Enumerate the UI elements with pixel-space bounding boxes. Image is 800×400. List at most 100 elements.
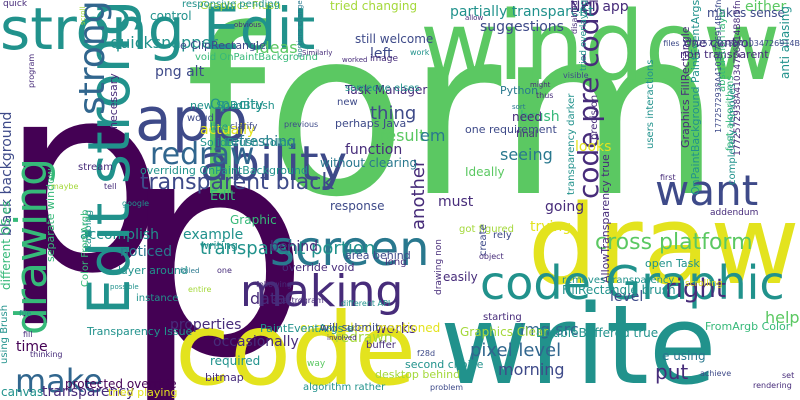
cloud-word: tried changing xyxy=(330,0,418,13)
cloud-word: actually xyxy=(200,122,256,138)
cloud-word: easily xyxy=(443,270,478,284)
cloud-word: make xyxy=(15,362,103,400)
cloud-word: entire xyxy=(188,285,212,294)
cloud-word: want xyxy=(655,166,759,215)
cloud-word: overslacked mentioned xyxy=(300,321,441,335)
cloud-word: writing xyxy=(200,239,238,252)
cloud-word: addendum xyxy=(710,208,759,218)
cloud-word: long xyxy=(385,257,407,268)
cloud-word: tried overlaying xyxy=(579,0,589,72)
cloud-word: transparent black xyxy=(140,170,335,195)
cloud-word: another xyxy=(408,159,429,230)
cloud-word: result xyxy=(380,126,426,145)
cloud-word: app xyxy=(135,85,248,155)
cloud-word: scrolling xyxy=(685,279,723,289)
cloud-word: spectrogram xyxy=(273,296,324,305)
cloud-word: form xyxy=(185,0,722,248)
cloud-word: AllowTransparency true xyxy=(599,154,612,283)
cloud-word: might xyxy=(530,81,551,89)
cloud-word: thus xyxy=(536,91,554,100)
cloud-word: new xyxy=(337,97,358,108)
cloud-word: following xyxy=(256,280,292,289)
cloud-word: different API xyxy=(341,299,391,308)
cloud-word: desktop behind xyxy=(375,368,461,381)
cloud-word: seeing xyxy=(500,145,553,164)
cloud-word: thinking xyxy=(30,350,63,359)
cloud-word: tried playing xyxy=(108,386,178,399)
cloud-word: clarify xyxy=(230,122,258,132)
cloud-word: OnPaintBackground PaintEventArgs xyxy=(689,0,702,196)
cloud-word: necessary xyxy=(107,73,120,129)
cloud-word: 1772572938A41034726914B 5fn xyxy=(714,0,723,134)
cloud-word: Edit xyxy=(210,189,236,204)
cloud-word: scroll xyxy=(79,6,87,25)
cloud-word: woud xyxy=(187,113,214,124)
cloud-word: png alt xyxy=(155,64,205,80)
cloud-word: area behind xyxy=(345,249,411,262)
cloud-word: worked xyxy=(342,56,368,64)
cloud-word: makes sense xyxy=(707,6,785,20)
cloud-word: drawing non xyxy=(434,239,444,295)
cloud-word: allow xyxy=(465,14,484,22)
cloud-word: transparent portion xyxy=(200,238,376,259)
cloud-word: cross platform xyxy=(595,230,753,255)
cloud-word: 1772572938A41034726914B8.5fn xyxy=(733,0,743,156)
cloud-word: users interactions xyxy=(645,59,656,150)
cloud-word: protected override xyxy=(65,377,177,391)
cloud-word: one requirement xyxy=(465,123,557,136)
cloud-word: stream xyxy=(78,162,114,173)
cloud-word: must xyxy=(438,194,474,210)
cloud-word: suggestions xyxy=(480,19,564,35)
cloud-word: either xyxy=(745,0,787,15)
cloud-word: disabled xyxy=(570,0,579,34)
cloud-word: required xyxy=(210,354,261,368)
cloud-word: refreshing xyxy=(225,134,296,150)
cloud-word: left xyxy=(370,46,393,62)
cloud-word: ideas xyxy=(255,38,298,57)
cloud-word: canvas xyxy=(1,385,44,399)
cloud-word: going xyxy=(545,199,585,215)
cloud-word: sort xyxy=(512,103,526,111)
cloud-word: p xyxy=(120,75,311,400)
cloud-word: quick xyxy=(3,0,28,9)
cloud-word: ability xyxy=(200,136,348,192)
cloud-word: problem xyxy=(430,383,464,392)
cloud-word: f28d xyxy=(417,349,436,358)
cloud-word: layer around xyxy=(118,264,188,277)
cloud-word: second choice xyxy=(405,358,484,371)
cloud-word: SolidBrush Color xyxy=(200,136,291,149)
cloud-word: achieve xyxy=(700,369,732,378)
cloud-word: open Task xyxy=(645,257,700,270)
cloud-word: pixel level xyxy=(470,340,562,361)
cloud-word: rendering xyxy=(753,381,792,390)
cloud-word: redrawn xyxy=(335,330,393,346)
cloud-word: thing xyxy=(370,103,417,124)
cloud-word: making xyxy=(240,266,404,317)
cloud-word: response xyxy=(330,199,385,213)
cloud-word: one xyxy=(217,266,232,275)
cloud-word: involved xyxy=(327,334,357,342)
cloud-word: screen xyxy=(270,221,430,277)
cloud-word: em xyxy=(420,126,446,145)
cloud-word: got figured xyxy=(459,224,514,235)
cloud-word: Similarly xyxy=(302,49,333,57)
cloud-word: removes transparency xyxy=(562,275,675,286)
cloud-word: set xyxy=(782,371,795,380)
cloud-word: program xyxy=(27,53,36,88)
cloud-word: window xyxy=(420,0,781,102)
cloud-word: maybe xyxy=(51,182,79,191)
cloud-word: image xyxy=(370,54,399,64)
cloud-word: time xyxy=(16,339,48,355)
cloud-word: level xyxy=(610,289,644,305)
cloud-word: data xyxy=(250,289,287,308)
cloud-word: FromArgb Color xyxy=(705,320,791,333)
cloud-word: object xyxy=(479,252,504,261)
cloud-word: responsive pending xyxy=(182,0,280,10)
cloud-word: FillRectangle brush xyxy=(562,283,676,297)
cloud-word: morning xyxy=(498,360,565,379)
cloud-word: help xyxy=(765,308,800,327)
cloud-word: partially transparent xyxy=(450,4,594,20)
cloud-word: works xyxy=(375,321,417,337)
cloud-word: obvious xyxy=(234,21,262,29)
cloud-word: example xyxy=(183,227,244,243)
